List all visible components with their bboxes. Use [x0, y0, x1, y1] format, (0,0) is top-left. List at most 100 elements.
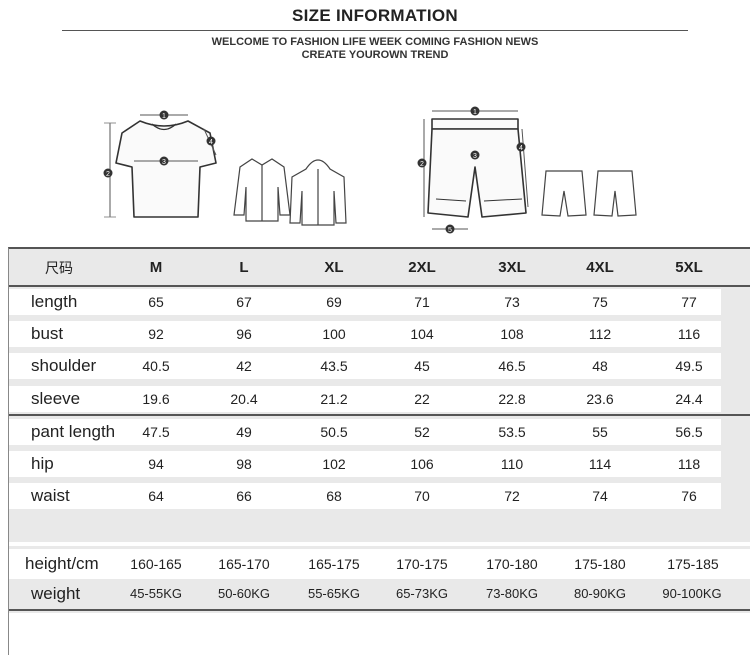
header-tagline-2: CREATE YOUROWN TREND: [301, 49, 449, 61]
row-label: hip: [31, 454, 54, 473]
svg-text:4: 4: [209, 139, 213, 146]
table-cell: 49.5: [675, 358, 703, 374]
size-header: 5XL: [675, 259, 703, 276]
bottom-separator: [9, 609, 750, 611]
size-header: XL: [324, 259, 344, 276]
table-cell: 108: [500, 326, 524, 342]
size-table: 尺码 M L XL 2XL 3XL 4XL 5XL length 65 67 6…: [8, 247, 750, 655]
shirt-marker-icons: 1 2 3 4: [103, 110, 216, 178]
corner-label: 尺码: [45, 260, 73, 276]
garment-diagrams: 1 2 3 4 1 2 3 4 5: [103, 106, 637, 234]
table-row: weight 45-55KG 50-60KG 55-65KG 65-73KG 7…: [9, 579, 750, 609]
size-header: M: [149, 259, 163, 276]
table-cell: 170-175: [396, 556, 448, 572]
table-cell: 21.2: [320, 391, 348, 407]
table-cell: 70: [414, 488, 430, 504]
table-cell: 68: [326, 488, 342, 504]
table-cell: 46.5: [498, 358, 526, 374]
table-cell: 74: [592, 488, 608, 504]
table-cell: 98: [236, 456, 252, 472]
table-cell: 110: [500, 456, 524, 472]
table-cell: 165-175: [308, 556, 360, 572]
shorts-diagram: [427, 118, 527, 218]
table-cell: 160-165: [130, 556, 182, 572]
bottom-blank: [9, 613, 750, 655]
table-cell: 90-100KG: [662, 586, 722, 601]
table-cell: 116: [677, 326, 701, 342]
table-cell: 55-65KG: [307, 586, 361, 601]
table-cell: 22.8: [498, 391, 526, 407]
table-cell: 67: [236, 294, 252, 310]
table-header-row: 尺码 M L XL 2XL 3XL 4XL 5XL: [9, 255, 750, 281]
table-cell: 170-180: [486, 556, 538, 572]
table-cell: 96: [236, 326, 252, 342]
size-header: L: [239, 259, 249, 276]
table-row: pant length 47.5 49 50.5 52 53.5 55 56.5: [9, 419, 721, 445]
table-cell: 73-80KG: [485, 586, 539, 601]
table-row: bust 92 96 100 104 108 112 116: [9, 321, 721, 347]
table-cell: 112: [588, 326, 612, 342]
svg-text:3: 3: [162, 159, 166, 166]
table-cell: 20.4: [230, 391, 258, 407]
table-cell: 80-90KG: [573, 586, 627, 601]
table-cell: 49: [236, 424, 252, 440]
table-cell: 48: [592, 358, 608, 374]
table-cell: 69: [326, 294, 342, 310]
header-divider: [62, 30, 688, 31]
table-cell: 165-170: [218, 556, 270, 572]
small-shorts-sketches: [541, 170, 637, 217]
row-label: shoulder: [31, 356, 97, 375]
table-cell: 56.5: [675, 424, 703, 440]
table-cell: 94: [148, 456, 164, 472]
table-cell: 65: [148, 294, 164, 310]
table-cell: 106: [410, 456, 434, 472]
row-label: bust: [31, 324, 64, 343]
table-cell: 65-73KG: [395, 586, 449, 601]
spacer: [9, 542, 750, 546]
row-label: pant length: [31, 422, 116, 441]
header-tagline-1: WELCOME TO FASHION LIFE WEEK COMING FASH…: [211, 36, 539, 48]
table-row: waist 64 66 68 70 72 74 76: [9, 483, 721, 509]
table-cell: 73: [504, 294, 520, 310]
button-shirt-sketch: [233, 158, 291, 222]
table-cell: 64: [148, 488, 164, 504]
svg-text:1: 1: [473, 109, 477, 116]
table-cell: 23.6: [586, 391, 614, 407]
row-label: waist: [31, 486, 70, 505]
row-label: height/cm: [25, 554, 99, 573]
table-cell: 66: [236, 488, 252, 504]
section-separator: [9, 414, 750, 416]
row-label: weight: [31, 584, 81, 603]
table-cell: 42: [236, 358, 252, 374]
size-header: 3XL: [498, 259, 526, 276]
table-cell: 175-180: [574, 556, 626, 572]
row-label: length: [31, 292, 78, 311]
svg-text:3: 3: [473, 153, 477, 160]
tshirt-diagram: [104, 114, 217, 218]
header-separator: [9, 285, 750, 287]
table-cell: 50.5: [320, 424, 348, 440]
table-cell: 47.5: [142, 424, 170, 440]
svg-text:2: 2: [106, 171, 110, 178]
row-label: sleeve: [31, 389, 81, 408]
hoodie-sketch: [289, 159, 347, 226]
table-row: shoulder 40.5 42 43.5 45 46.5 48 49.5: [9, 353, 721, 379]
size-header: 4XL: [586, 259, 614, 276]
table-row: sleeve 19.6 20.4 21.2 22 22.8 23.6 24.4: [9, 386, 721, 412]
svg-text:5: 5: [448, 227, 452, 234]
table-row: hip 94 98 102 106 110 114 118: [9, 451, 721, 477]
svg-text:2: 2: [420, 161, 424, 168]
table-cell: 175-185: [667, 556, 719, 572]
table-cell: 75: [592, 294, 608, 310]
table-cell: 40.5: [142, 358, 170, 374]
table-row: length 65 67 69 71 73 75 77: [9, 289, 721, 315]
table-cell: 24.4: [675, 391, 703, 407]
table-cell: 71: [414, 294, 430, 310]
table-cell: 45-55KG: [129, 586, 183, 601]
table-cell: 100: [322, 326, 346, 342]
table-cell: 92: [148, 326, 164, 342]
table-cell: 77: [681, 294, 697, 310]
shorts-marker-icons: 1 2 3 4 5: [417, 106, 526, 234]
page-title: SIZE INFORMATION: [292, 6, 458, 25]
table-cell: 102: [322, 456, 346, 472]
